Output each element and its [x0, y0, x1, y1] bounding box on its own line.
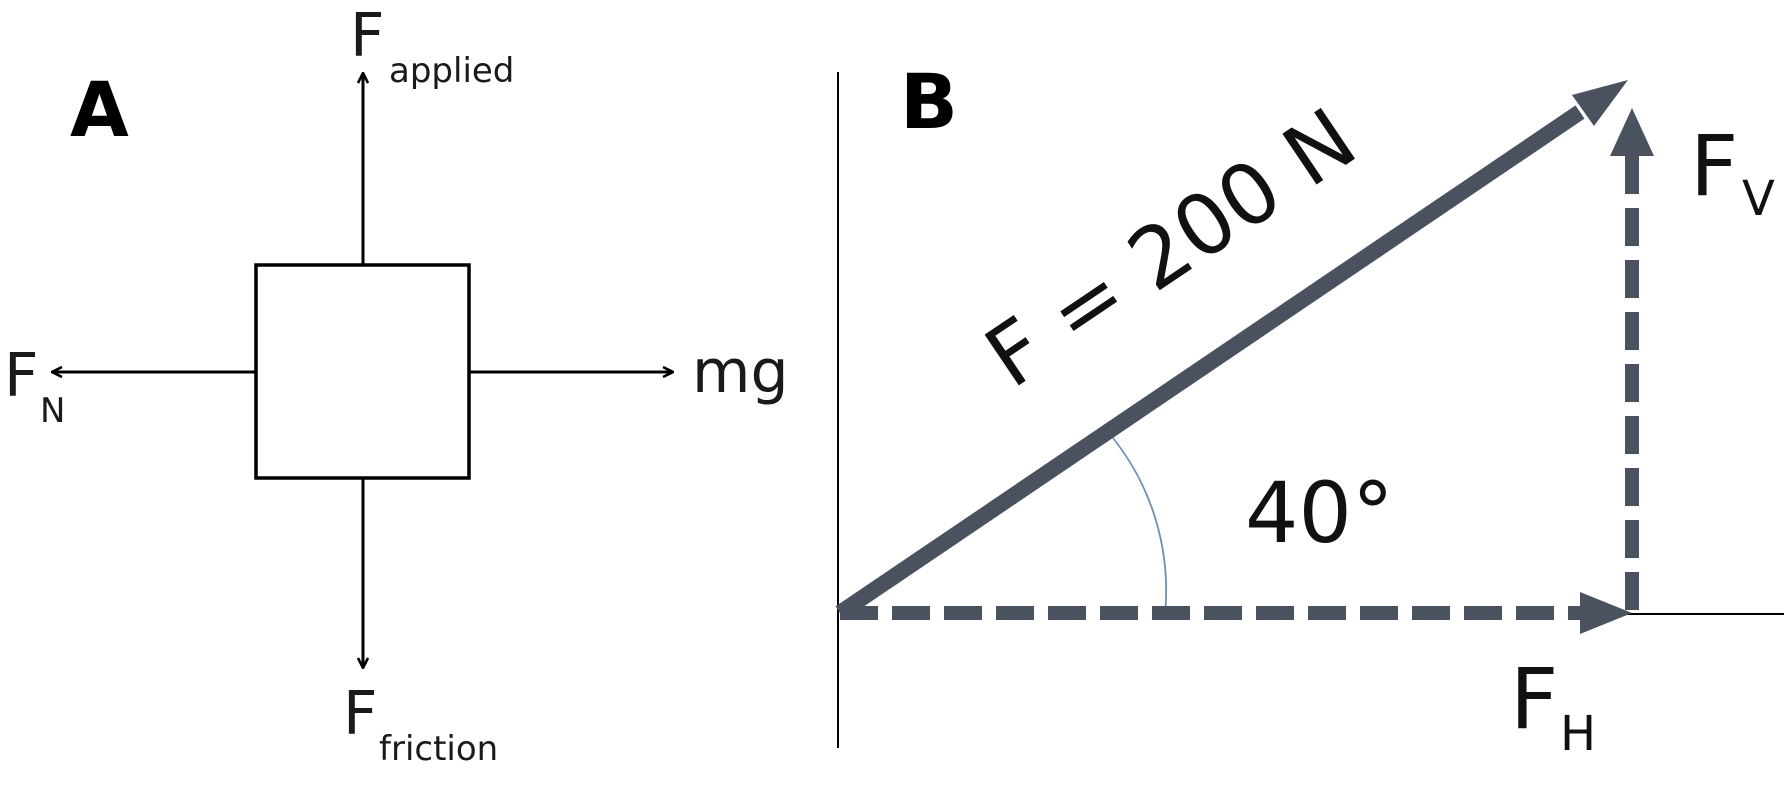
force-magnitude-label: F = 200 N [968, 89, 1373, 406]
panel-b-letter: B [900, 57, 958, 146]
horizontal-arrowhead [1580, 592, 1632, 634]
panel-a-letter: A [70, 65, 129, 154]
weight-label: mg [692, 337, 789, 407]
panel-a-free-body-diagram: A F applied F N mg F friction [4, 1, 789, 769]
normal-subscript: N [40, 391, 65, 431]
applied-force-label: F applied [350, 1, 514, 91]
horizontal-component-label: F H [1510, 650, 1596, 762]
angle-label: 40° [1245, 464, 1394, 562]
object-box [254, 263, 471, 480]
normal-main-text: F [4, 341, 39, 411]
vertical-main-text: F [1690, 117, 1738, 215]
friction-main-text: F [343, 679, 378, 749]
resultant-arrowhead [1572, 80, 1628, 126]
horizontal-subscript: H [1560, 706, 1596, 762]
vertical-component-label: F V [1690, 117, 1775, 227]
vertical-arrowhead [1610, 108, 1654, 156]
horizontal-main-text: F [1510, 650, 1558, 748]
friction-subscript: friction [379, 729, 498, 769]
friction-force-label: F friction [343, 679, 498, 769]
panel-b-vector-components: B F = 200 N 40° F V F H [835, 57, 1784, 762]
applied-subscript: applied [389, 51, 514, 91]
vertical-subscript: V [1742, 171, 1775, 227]
normal-force-label: F N [4, 341, 65, 431]
angle-arc [1112, 437, 1168, 615]
applied-main-text: F [350, 1, 385, 71]
resultant-force-vector [835, 105, 1585, 620]
